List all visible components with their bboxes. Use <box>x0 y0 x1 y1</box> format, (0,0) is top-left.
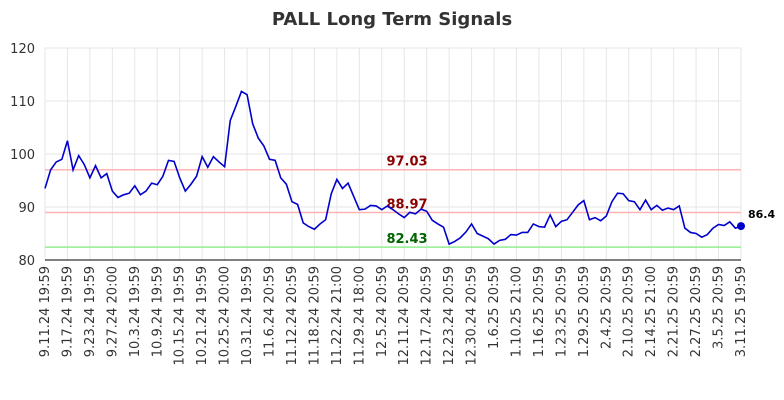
x-tick-label: 9.11.24 19:59 <box>38 266 53 357</box>
last-value-label: 86.4 <box>748 208 775 221</box>
x-tick-label: 12.11.24 20:59 <box>397 266 412 366</box>
signal-label: 88.97 <box>386 197 427 212</box>
signal-label: 97.03 <box>386 155 427 170</box>
x-tick-label: 10.15.24 19:59 <box>173 266 188 366</box>
y-tick-label: 120 <box>10 42 35 57</box>
x-tick-label: 1.29.25 20:59 <box>577 266 592 357</box>
x-tick-label: 2.14.25 21:00 <box>644 266 659 357</box>
x-tick-label: 2.27.25 20:59 <box>689 266 704 357</box>
price-line <box>44 90 742 246</box>
x-tick-label: 10.9.24 19:59 <box>150 266 165 357</box>
x-tick-label: 12.17.24 20:59 <box>420 266 435 366</box>
x-tick-label: 12.23.24 20:59 <box>442 266 457 366</box>
x-tick-label: 11.12.24 20:59 <box>285 266 300 366</box>
x-tick-label: 1.23.25 20:59 <box>554 266 569 357</box>
x-tick-label: 11.22.24 21:00 <box>330 266 345 366</box>
y-tick-label: 110 <box>10 95 35 110</box>
x-tick-label: 12.5.24 20:59 <box>375 266 390 357</box>
y-tick-label: 80 <box>18 254 35 269</box>
x-tick-label: 11.18.24 20:59 <box>307 266 322 366</box>
x-tick-label: 9.27.24 20:00 <box>105 266 120 357</box>
x-tick-label: 2.10.25 20:59 <box>622 266 637 357</box>
y-tick-label: 90 <box>18 201 35 216</box>
x-tick-label: 10.3.24 19:59 <box>128 266 143 357</box>
signal-label: 82.43 <box>386 232 427 247</box>
x-tick-label: 10.21.24 19:59 <box>195 266 210 366</box>
x-tick-label: 10.25.24 20:00 <box>218 266 233 366</box>
x-tick-label: 11.29.24 18:00 <box>352 266 367 366</box>
last-point <box>737 222 745 231</box>
chart-title: PALL Long Term Signals <box>272 9 512 30</box>
y-tick-label: 100 <box>10 148 35 163</box>
x-tick-label: 3.11.25 19:59 <box>734 266 749 357</box>
x-tick-label: 1.6.25 20:59 <box>487 266 502 349</box>
x-tick-label: 12.30.24 20:59 <box>465 266 480 366</box>
x-tick-label: 2.21.25 20:59 <box>667 266 682 357</box>
x-tick-label: 9.17.24 19:59 <box>60 266 75 357</box>
x-tick-label: 10.31.24 19:59 <box>240 266 255 366</box>
x-tick-label: 2.4.25 20:59 <box>599 266 614 349</box>
x-tick-label: 9.23.24 19:59 <box>83 266 98 357</box>
x-tick-label: 11.6.24 20:59 <box>263 266 278 357</box>
x-tick-label: 1.16.25 20:59 <box>532 266 547 357</box>
x-tick-label: 1.10.25 21:00 <box>509 266 524 357</box>
x-tick-label: 3.5.25 20:59 <box>712 266 727 349</box>
